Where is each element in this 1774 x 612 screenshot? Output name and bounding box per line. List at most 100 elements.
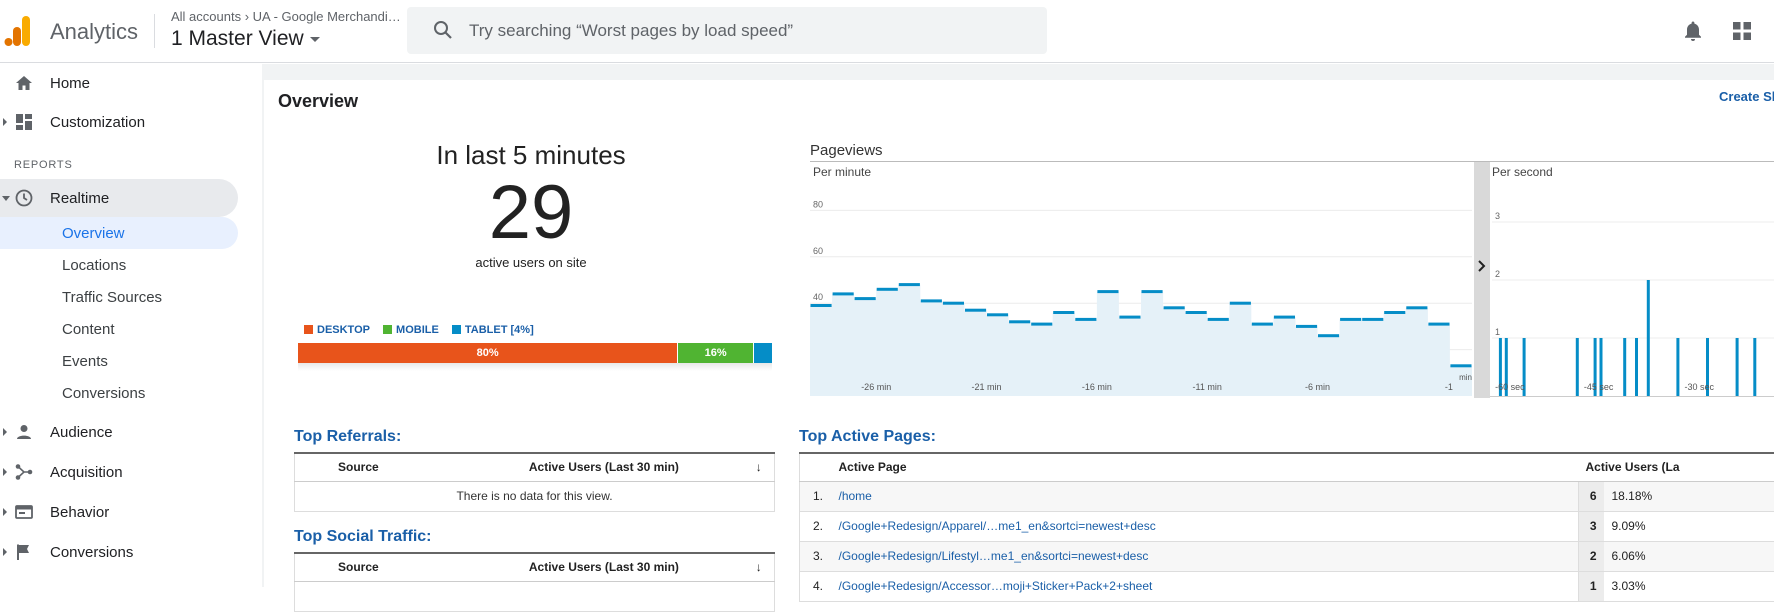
per-minute-bar — [1340, 318, 1361, 321]
search-input[interactable] — [469, 7, 1029, 54]
search-bar[interactable] — [407, 7, 1047, 54]
legend-desktop-label: DESKTOP — [317, 324, 370, 336]
notifications-icon[interactable] — [1683, 20, 1703, 47]
nav-conversions-label: Conversions — [50, 544, 133, 561]
source-column-header[interactable]: Source — [295, 553, 465, 581]
per-second-bar — [1623, 338, 1626, 396]
device-legend: DESKTOP MOBILE TABLET [4%] — [304, 324, 544, 336]
per-minute-bar — [1296, 325, 1317, 328]
nav-realtime-traffic-sources[interactable]: Traffic Sources — [0, 281, 238, 313]
per-minute-bar — [1384, 311, 1405, 314]
top-pages-title: Top Active Pages: — [799, 428, 936, 446]
active-users-count: 6 — [1579, 481, 1604, 511]
nav-audience[interactable]: Audience — [0, 413, 238, 451]
active-page-link[interactable]: /home — [830, 481, 1579, 511]
top-referrals-table: Source Active Users (Last 30 min) ↓ Ther… — [294, 452, 775, 512]
nav-realtime-locations[interactable]: Locations — [0, 249, 238, 281]
sort-desc-icon[interactable]: ↓ — [744, 553, 775, 581]
create-shortcut-link[interactable]: Create Sh — [1719, 89, 1774, 104]
nav-acquisition[interactable]: Acquisition — [0, 453, 238, 491]
y-tick-label: 3 — [1495, 211, 1500, 221]
nav-customization[interactable]: Customization — [0, 103, 238, 141]
chart-toggle-strip[interactable] — [1474, 162, 1490, 398]
active-page-link[interactable]: /Google+Redesign/Accessor…moji+Sticker+P… — [830, 571, 1579, 601]
table-row: 1. /home 6 18.18% — [800, 481, 1774, 511]
top-app-bar: Analytics All accounts › UA - Google Mer… — [0, 0, 1774, 63]
active-users-count: 2 — [1579, 541, 1604, 571]
table-header-row: Source Active Users (Last 30 min) ↓ — [295, 553, 775, 581]
flag-icon — [15, 543, 33, 561]
nav-behavior[interactable]: Behavior — [0, 493, 238, 531]
x-tick-label: -6 min — [1305, 382, 1330, 392]
page-title: Overview — [278, 91, 358, 112]
per-minute-bar — [833, 292, 854, 295]
active-users-percent: 18.18% — [1604, 481, 1774, 511]
report-panel: Overview Create Sh In last 5 minutes 29 … — [264, 80, 1774, 587]
y-tick-label: 60 — [813, 246, 823, 256]
table-row: 3. /Google+Redesign/Lifestyl…me1_en&sort… — [800, 541, 1774, 571]
apps-grid-icon[interactable] — [1733, 22, 1751, 45]
active-users-column-header[interactable]: Active Users (La — [1579, 453, 1774, 481]
source-column-header[interactable]: Source — [295, 453, 465, 481]
reports-section-label: REPORTS — [14, 159, 73, 171]
sort-desc-icon[interactable]: ↓ — [744, 453, 775, 481]
legend-mobile: MOBILE — [383, 324, 439, 336]
per-second-bar — [1635, 338, 1638, 396]
nav-realtime-conversions[interactable]: Conversions — [0, 377, 238, 409]
y-tick-label: 80 — [813, 199, 823, 209]
active-users-column-header[interactable]: Active Users (Last 30 min) — [464, 453, 743, 481]
active-page-link[interactable]: /Google+Redesign/Lifestyl…me1_en&sortci=… — [830, 541, 1579, 571]
legend-tablet: TABLET [4%] — [452, 324, 534, 336]
active-users-count: 1 — [1579, 571, 1604, 601]
nav-home[interactable]: Home — [0, 64, 238, 102]
nav-acquisition-label: Acquisition — [50, 464, 123, 481]
pageviews-svg: Per minute Per second 20406080-26 min-21… — [810, 162, 1774, 398]
expand-arrow-icon — [3, 548, 7, 556]
analytics-logo[interactable] — [4, 14, 34, 48]
search-icon — [433, 20, 453, 45]
nav-realtime-content[interactable]: Content — [0, 313, 238, 345]
pageviews-chart: Per minute Per second 20406080-26 min-21… — [810, 161, 1774, 397]
per-second-bar — [1647, 280, 1650, 396]
no-data-message: There is no data for this view. — [295, 481, 775, 511]
nav-realtime-overview[interactable]: Overview — [0, 217, 238, 249]
nav-traffic-sources-label: Traffic Sources — [62, 289, 162, 306]
active-users-percent: 6.06% — [1604, 541, 1774, 571]
mobile-swatch — [383, 325, 392, 334]
active-page-column-header[interactable]: Active Page — [830, 453, 1579, 481]
per-minute-bar — [1075, 318, 1096, 321]
active-users-column-header[interactable]: Active Users (Last 30 min) — [464, 553, 743, 581]
x-tick-label: -16 min — [1082, 382, 1112, 392]
x-tick-label: -1 — [1445, 382, 1453, 392]
nav-realtime[interactable]: Realtime — [0, 179, 238, 217]
active-users-summary: In last 5 minutes 29 active users on sit… — [294, 140, 768, 270]
nav-conversions[interactable]: Conversions — [0, 533, 238, 571]
tablet-segment — [753, 343, 772, 363]
per-minute-bar — [1164, 306, 1185, 309]
x-tick-label: -45 sec — [1584, 382, 1614, 392]
person-icon — [15, 423, 33, 441]
nav-realtime-events[interactable]: Events — [0, 345, 238, 377]
home-icon — [15, 74, 33, 92]
nav-rt-conversions-label: Conversions — [62, 385, 145, 402]
device-share-bar: 80% 16% — [298, 343, 772, 363]
device-bar-reflection — [298, 363, 772, 371]
per-second-series: 123-60 sec-45 sec-30 sec — [1492, 211, 1774, 396]
x-tick-label: -30 sec — [1684, 382, 1714, 392]
table-row: There is no data for this view. — [295, 481, 775, 511]
mobile-segment: 16% — [677, 343, 753, 363]
expand-arrow-icon — [3, 118, 7, 126]
per-minute-bar — [1142, 290, 1163, 293]
customization-icon — [15, 113, 33, 131]
caret-down-icon — [310, 37, 320, 42]
desktop-segment: 80% — [298, 343, 677, 363]
product-name: Analytics — [50, 19, 138, 45]
account-breadcrumb[interactable]: All accounts › UA - Google Merchandi… — [171, 9, 401, 24]
y-tick-label: 2 — [1495, 269, 1500, 279]
per-minute-bar — [921, 299, 942, 302]
active-page-link[interactable]: /Google+Redesign/Apparel/…me1_en&sortci=… — [830, 511, 1579, 541]
table-header-row: Active Page Active Users (La — [800, 453, 1774, 481]
x-unit-label: min — [1459, 373, 1472, 382]
per-minute-bar — [1053, 311, 1074, 314]
view-selector[interactable]: 1 Master View — [171, 27, 320, 51]
